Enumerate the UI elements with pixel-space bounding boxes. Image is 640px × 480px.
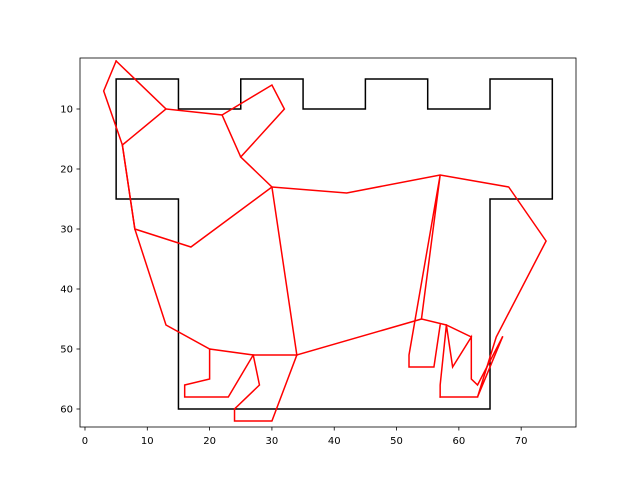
x-tick-label: 50 [390,436,403,447]
series-line-4 [221,83,286,159]
x-tick-label: 0 [82,436,88,447]
series-line-5 [121,144,255,398]
y-tick-label: 10 [60,105,73,116]
x-tick-label: 60 [452,436,465,447]
series-line-8 [439,323,473,398]
series-line-1 [102,59,168,147]
series-line-3 [165,108,298,422]
x-tick-label: 30 [266,436,279,447]
series-line-2 [121,144,547,398]
y-tick-label: 50 [60,345,73,356]
series-line-6 [295,174,442,368]
x-tick-label: 10 [141,436,154,447]
y-tick-label: 60 [60,405,73,416]
y-tick-label: 20 [60,165,73,176]
series-layer [102,59,554,422]
series-line-0 [115,78,554,410]
x-tick-label: 20 [203,436,216,447]
x-tick-label: 70 [515,436,528,447]
y-tick-label: 30 [60,225,73,236]
x-tick-label: 40 [328,436,341,447]
y-tick-label: 40 [60,285,73,296]
plot-frame [79,57,577,428]
axes-layer: 0 10 20 30 40 50 60 70 10 20 30 40 50 60 [60,57,577,447]
